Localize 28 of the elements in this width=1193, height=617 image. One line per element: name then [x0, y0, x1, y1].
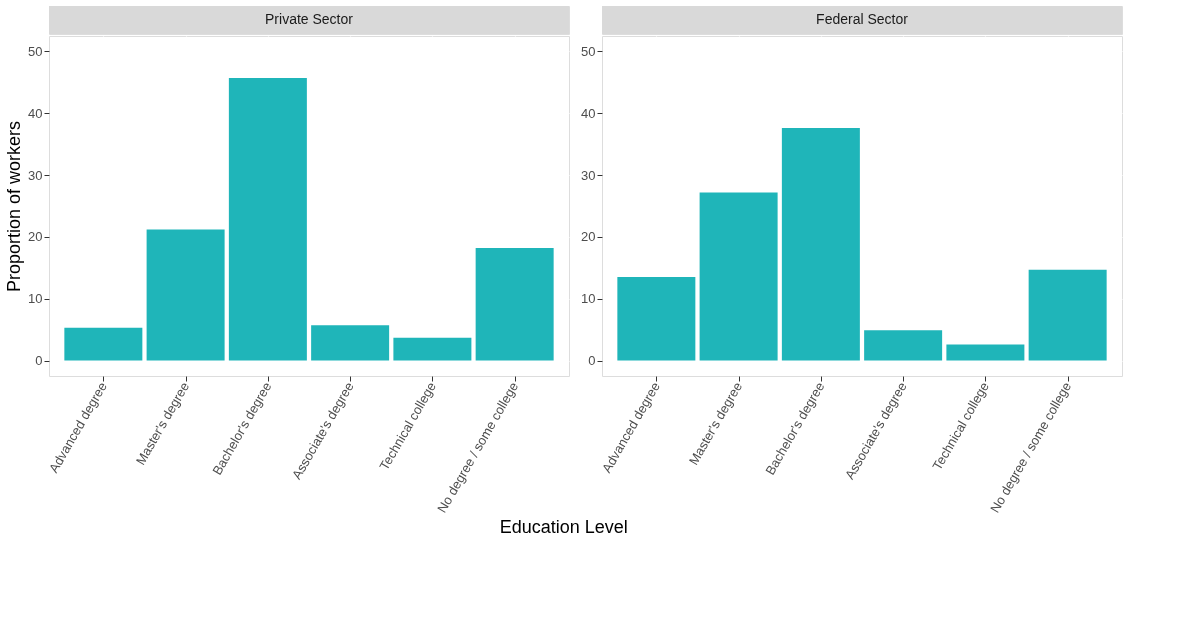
- y-tick-label: 20: [581, 229, 596, 245]
- bar: [946, 344, 1025, 361]
- bar: [699, 192, 778, 361]
- chart-title: Federal Sector: [816, 11, 909, 27]
- bar: [64, 327, 143, 361]
- y-tick-label: 10: [28, 291, 43, 307]
- bar: [617, 277, 696, 361]
- bar: [864, 330, 943, 361]
- y-tick-label: 10: [581, 291, 596, 307]
- y-tick-label: 30: [28, 167, 43, 183]
- bar: [781, 128, 860, 361]
- chart-title: Private Sector: [265, 11, 354, 27]
- bar: [146, 229, 225, 361]
- y-tick-label: 20: [28, 229, 43, 245]
- y-axis-title: Proportion of workers: [4, 120, 25, 293]
- bar: [393, 337, 472, 361]
- bar: [311, 325, 390, 361]
- y-tick-label: 50: [581, 43, 596, 59]
- y-tick-label: 0: [35, 353, 43, 369]
- bar: [1028, 269, 1107, 361]
- y-tick-label: 30: [581, 167, 596, 183]
- y-tick-label: 0: [588, 353, 596, 369]
- x-axis-title: Education Level: [499, 517, 628, 538]
- y-tick-label: 50: [28, 43, 43, 59]
- y-tick-label: 40: [581, 105, 596, 121]
- bar: [228, 78, 307, 361]
- bar: [475, 248, 554, 361]
- y-tick-label: 40: [28, 105, 43, 121]
